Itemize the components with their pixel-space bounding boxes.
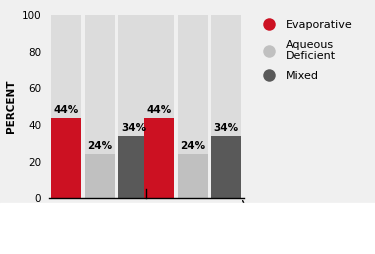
- Text: 24%: 24%: [87, 141, 112, 151]
- Text: 24%: 24%: [180, 141, 205, 151]
- Bar: [85, 15, 115, 198]
- Bar: [211, 136, 242, 198]
- Bar: [51, 118, 81, 198]
- Legend: Evaporative, Aqueous
Deficient, Mixed: Evaporative, Aqueous Deficient, Mixed: [254, 15, 357, 86]
- Text: 44%: 44%: [54, 105, 79, 115]
- Bar: [51, 15, 81, 198]
- Bar: [144, 118, 174, 198]
- Text: 34%: 34%: [214, 123, 239, 133]
- Bar: [178, 15, 208, 198]
- Bar: [178, 154, 208, 198]
- Text: 44%: 44%: [146, 105, 172, 115]
- Text: 34%: 34%: [121, 123, 146, 133]
- Bar: [118, 136, 148, 198]
- Bar: [211, 15, 242, 198]
- Bar: [85, 154, 115, 198]
- Bar: [144, 15, 174, 198]
- Y-axis label: PERCENT: PERCENT: [6, 80, 16, 133]
- Bar: [118, 15, 148, 198]
